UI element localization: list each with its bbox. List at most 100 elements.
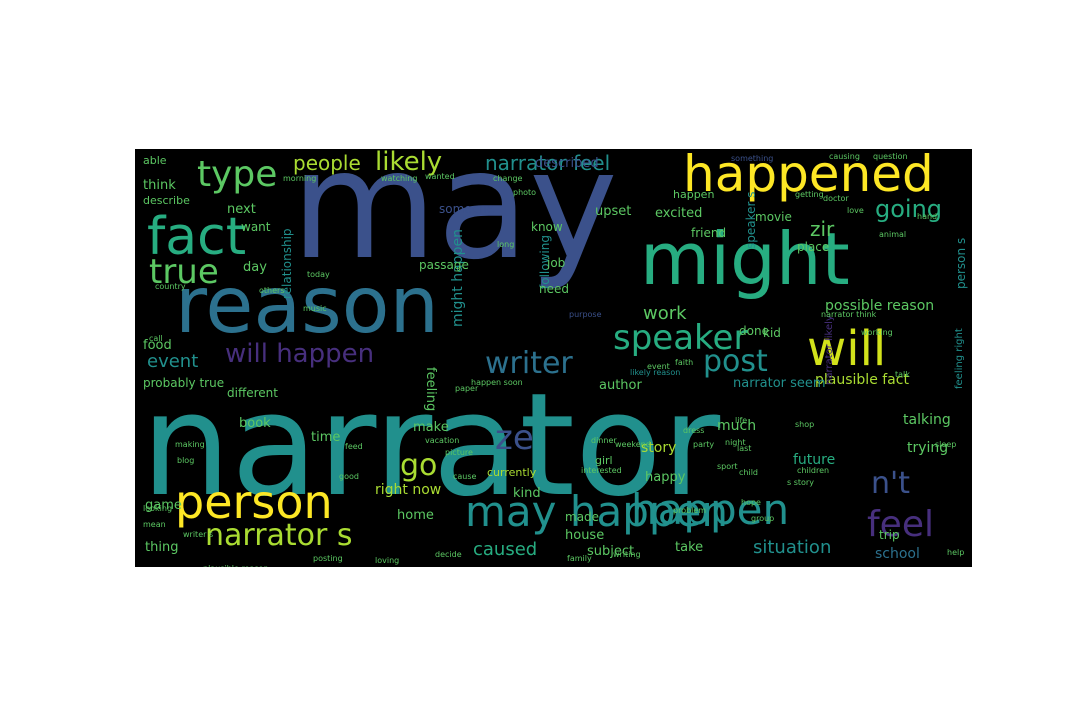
word-getting: getting [795, 190, 824, 199]
word-s-story: s story [787, 478, 814, 487]
word-place: place [797, 240, 830, 254]
word-going: going [875, 195, 943, 223]
word-take: take [675, 540, 704, 555]
word-night: night [725, 438, 746, 447]
word-question: question [873, 152, 908, 161]
word-narrator: narrator [141, 363, 721, 528]
word-long: long [497, 240, 515, 249]
word-group: group [751, 514, 775, 523]
word-sleep: sleep [935, 440, 957, 449]
word-school: school [875, 546, 920, 562]
word-right-now: right now [375, 482, 442, 498]
word-making: making [175, 440, 205, 449]
word-nt: n't [871, 466, 911, 501]
word-love: love [847, 206, 864, 215]
word-possible-reason: possible reason [825, 298, 935, 314]
word-help: help [947, 548, 965, 557]
word-happen-soon: happen soon [471, 378, 523, 387]
word-country: country [155, 282, 186, 291]
word-narrator-feel: narrator feel [485, 151, 611, 175]
word-event-small: event [647, 362, 670, 371]
word-problem: problem [673, 506, 707, 515]
word-happen-small: happen [673, 188, 715, 201]
word-posting: posting [313, 554, 343, 563]
word-family: family [567, 554, 592, 563]
word-person: person [175, 475, 333, 529]
word-dress: dress [683, 426, 705, 435]
word-might: might [640, 217, 850, 301]
word-music: music [303, 304, 327, 313]
word-game: game [145, 498, 182, 513]
word-made: made [565, 510, 600, 524]
word-loving: loving [375, 556, 400, 565]
word-future: future [793, 452, 836, 468]
word-narrator-seem: narrator seem [733, 376, 826, 391]
word-feeling-right: feeling right [954, 328, 965, 389]
word-vacation: vacation [425, 436, 460, 445]
word-currently: currently [487, 466, 537, 479]
word-wanted: wanted [425, 172, 455, 181]
word-party: party [693, 440, 715, 449]
word-doctor: doctor [823, 194, 849, 203]
word-will: will [807, 321, 887, 377]
word-feeling: feeling [423, 367, 438, 412]
word-decide: decide [435, 550, 462, 559]
word-food: food [143, 338, 172, 353]
word-book: book [239, 416, 271, 431]
word-cloud-canvas: narrator may might reason happened fact … [135, 149, 972, 567]
word-excited: excited [655, 206, 703, 221]
word-happened: happened [683, 149, 934, 203]
word-described: described [535, 156, 599, 171]
word-working: working [861, 328, 893, 337]
word-person-s: person s [954, 237, 968, 289]
word-narrator-s: narrator s [205, 518, 353, 553]
word-animal: animal [879, 230, 907, 239]
word-situation: situation [753, 537, 832, 558]
word-cause: cause [453, 472, 477, 481]
word-plausible-reason: plausible reason [203, 565, 269, 568]
word-writer: writer [485, 346, 573, 381]
word-dinner: dinner [591, 436, 617, 445]
word-passage: passage [419, 258, 469, 272]
word-reason: reason [175, 261, 439, 351]
word-speaker: speaker [613, 318, 748, 358]
word-hand: hand [917, 212, 938, 221]
word-thing: thing [145, 540, 179, 555]
word-job: job [547, 256, 566, 270]
word-able: able [143, 154, 167, 167]
word-want: want [241, 220, 271, 234]
word-go: go [400, 448, 438, 483]
word-house: house [565, 528, 605, 543]
word-make: make [413, 420, 449, 435]
word-work: work [643, 303, 687, 324]
word-need: need [539, 282, 569, 296]
word-today: today [307, 270, 330, 279]
word-kid: kid [763, 326, 781, 340]
word-happy: happy [645, 470, 686, 485]
word-likely-reason: likely reason [630, 368, 681, 377]
word-blog: blog [177, 456, 195, 465]
word-talk: talk [895, 370, 910, 379]
word-last: last [737, 444, 752, 453]
word-post: post [703, 344, 768, 379]
word-will-happen: will happen [225, 339, 375, 369]
word-zir: zir [810, 217, 835, 241]
word-people: people [293, 151, 361, 175]
word-event: event [147, 351, 199, 372]
word-change: change [493, 174, 523, 183]
word-interested: interested [581, 466, 622, 475]
word-type: type [197, 154, 278, 195]
word-narrator-likely: narrator likely [824, 315, 835, 385]
word-think: think [143, 178, 176, 193]
word-others: others [259, 286, 285, 295]
word-child: child [739, 468, 758, 477]
word-narrator-think: narrator think [821, 310, 877, 319]
word-watching: watching [381, 174, 418, 183]
word-plausible-fact: plausible fact [815, 372, 909, 388]
word-likely: likely [375, 149, 443, 177]
word-sport: sport [717, 462, 738, 471]
word-hope: hope [741, 498, 761, 507]
word-something: something [731, 154, 774, 163]
word-causing: causing [829, 152, 860, 161]
word-probably-true: probably true [143, 376, 225, 390]
